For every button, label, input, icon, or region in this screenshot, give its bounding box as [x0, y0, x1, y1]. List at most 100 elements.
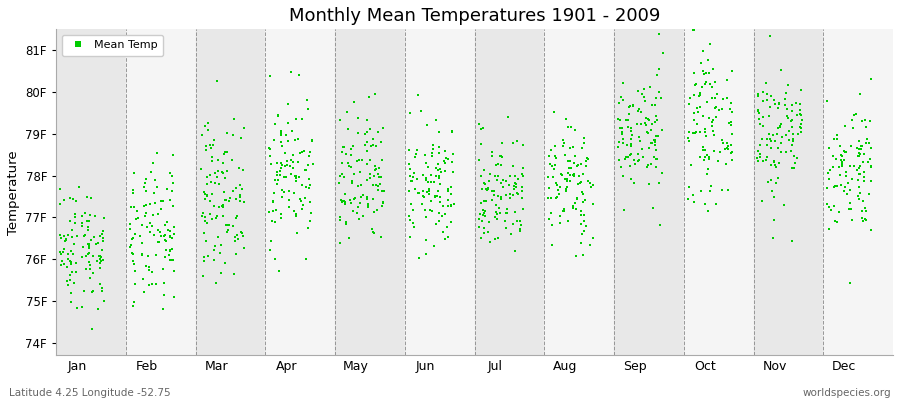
Point	[557, 206, 572, 212]
Point	[360, 194, 374, 200]
Point	[156, 306, 170, 312]
Point	[200, 220, 214, 226]
Point	[611, 115, 625, 122]
Point	[275, 143, 290, 149]
Point	[820, 185, 834, 191]
Point	[440, 196, 454, 203]
Point	[162, 247, 176, 253]
Point	[229, 195, 243, 202]
Point	[125, 250, 140, 256]
Point	[773, 66, 788, 73]
Point	[366, 182, 381, 188]
Point	[706, 123, 720, 129]
Point	[219, 259, 233, 266]
Point	[767, 217, 781, 224]
Point	[216, 202, 230, 208]
Point	[367, 163, 382, 169]
Point	[94, 285, 109, 291]
Point	[295, 116, 310, 122]
Point	[345, 178, 359, 184]
Point	[72, 184, 86, 191]
Point	[220, 222, 235, 228]
Point	[229, 185, 243, 192]
Point	[198, 123, 212, 129]
Point	[302, 176, 317, 182]
Point	[367, 167, 382, 174]
Bar	[474, 29, 544, 355]
Point	[490, 210, 504, 217]
Point	[631, 158, 645, 164]
Point	[162, 252, 176, 258]
Point	[702, 115, 716, 121]
Point	[210, 78, 224, 84]
Point	[143, 201, 157, 208]
Point	[78, 265, 93, 272]
Point	[294, 182, 309, 188]
Point	[436, 203, 450, 209]
Point	[724, 131, 739, 138]
Point	[346, 171, 361, 178]
Point	[263, 73, 277, 79]
Point	[197, 189, 211, 195]
Point	[356, 192, 370, 198]
Point	[485, 149, 500, 156]
Point	[402, 146, 417, 153]
Point	[560, 183, 574, 190]
Point	[687, 110, 701, 116]
Point	[648, 94, 662, 101]
Point	[837, 188, 851, 194]
Point	[282, 204, 296, 210]
Point	[864, 164, 878, 170]
Point	[163, 197, 177, 204]
Point	[83, 212, 97, 218]
Point	[220, 130, 234, 136]
Point	[507, 186, 521, 192]
Point	[625, 128, 639, 134]
Point	[506, 221, 520, 227]
Point	[281, 138, 295, 144]
Point	[76, 232, 91, 239]
Point	[69, 198, 84, 204]
Point	[64, 248, 78, 254]
Point	[718, 145, 733, 152]
Point	[688, 129, 703, 135]
Point	[401, 212, 416, 219]
Point	[721, 146, 735, 152]
Point	[637, 93, 652, 100]
Point	[485, 148, 500, 155]
Point	[616, 97, 630, 103]
Point	[494, 179, 508, 186]
Point	[707, 105, 722, 112]
Point	[724, 100, 738, 106]
Point	[575, 170, 590, 177]
Point	[649, 133, 663, 139]
Point	[477, 208, 491, 214]
Point	[142, 229, 157, 235]
Point	[686, 130, 700, 136]
Point	[837, 157, 851, 163]
Point	[494, 162, 508, 168]
Point	[303, 148, 318, 155]
Point	[724, 150, 738, 156]
Point	[706, 128, 720, 134]
Point	[542, 153, 556, 159]
Point	[203, 198, 218, 204]
Point	[690, 121, 705, 128]
Point	[199, 142, 213, 149]
Point	[446, 168, 460, 175]
Point	[575, 145, 590, 151]
Point	[68, 211, 82, 218]
Point	[852, 150, 867, 157]
Point	[352, 216, 366, 222]
Point	[368, 143, 382, 150]
Point	[158, 247, 173, 254]
Point	[300, 97, 314, 104]
Point	[698, 154, 712, 160]
Point	[694, 60, 708, 66]
Point	[302, 199, 317, 205]
Point	[76, 219, 90, 226]
Point	[445, 184, 459, 190]
Point	[503, 191, 517, 197]
Point	[851, 176, 866, 183]
Point	[472, 157, 486, 164]
